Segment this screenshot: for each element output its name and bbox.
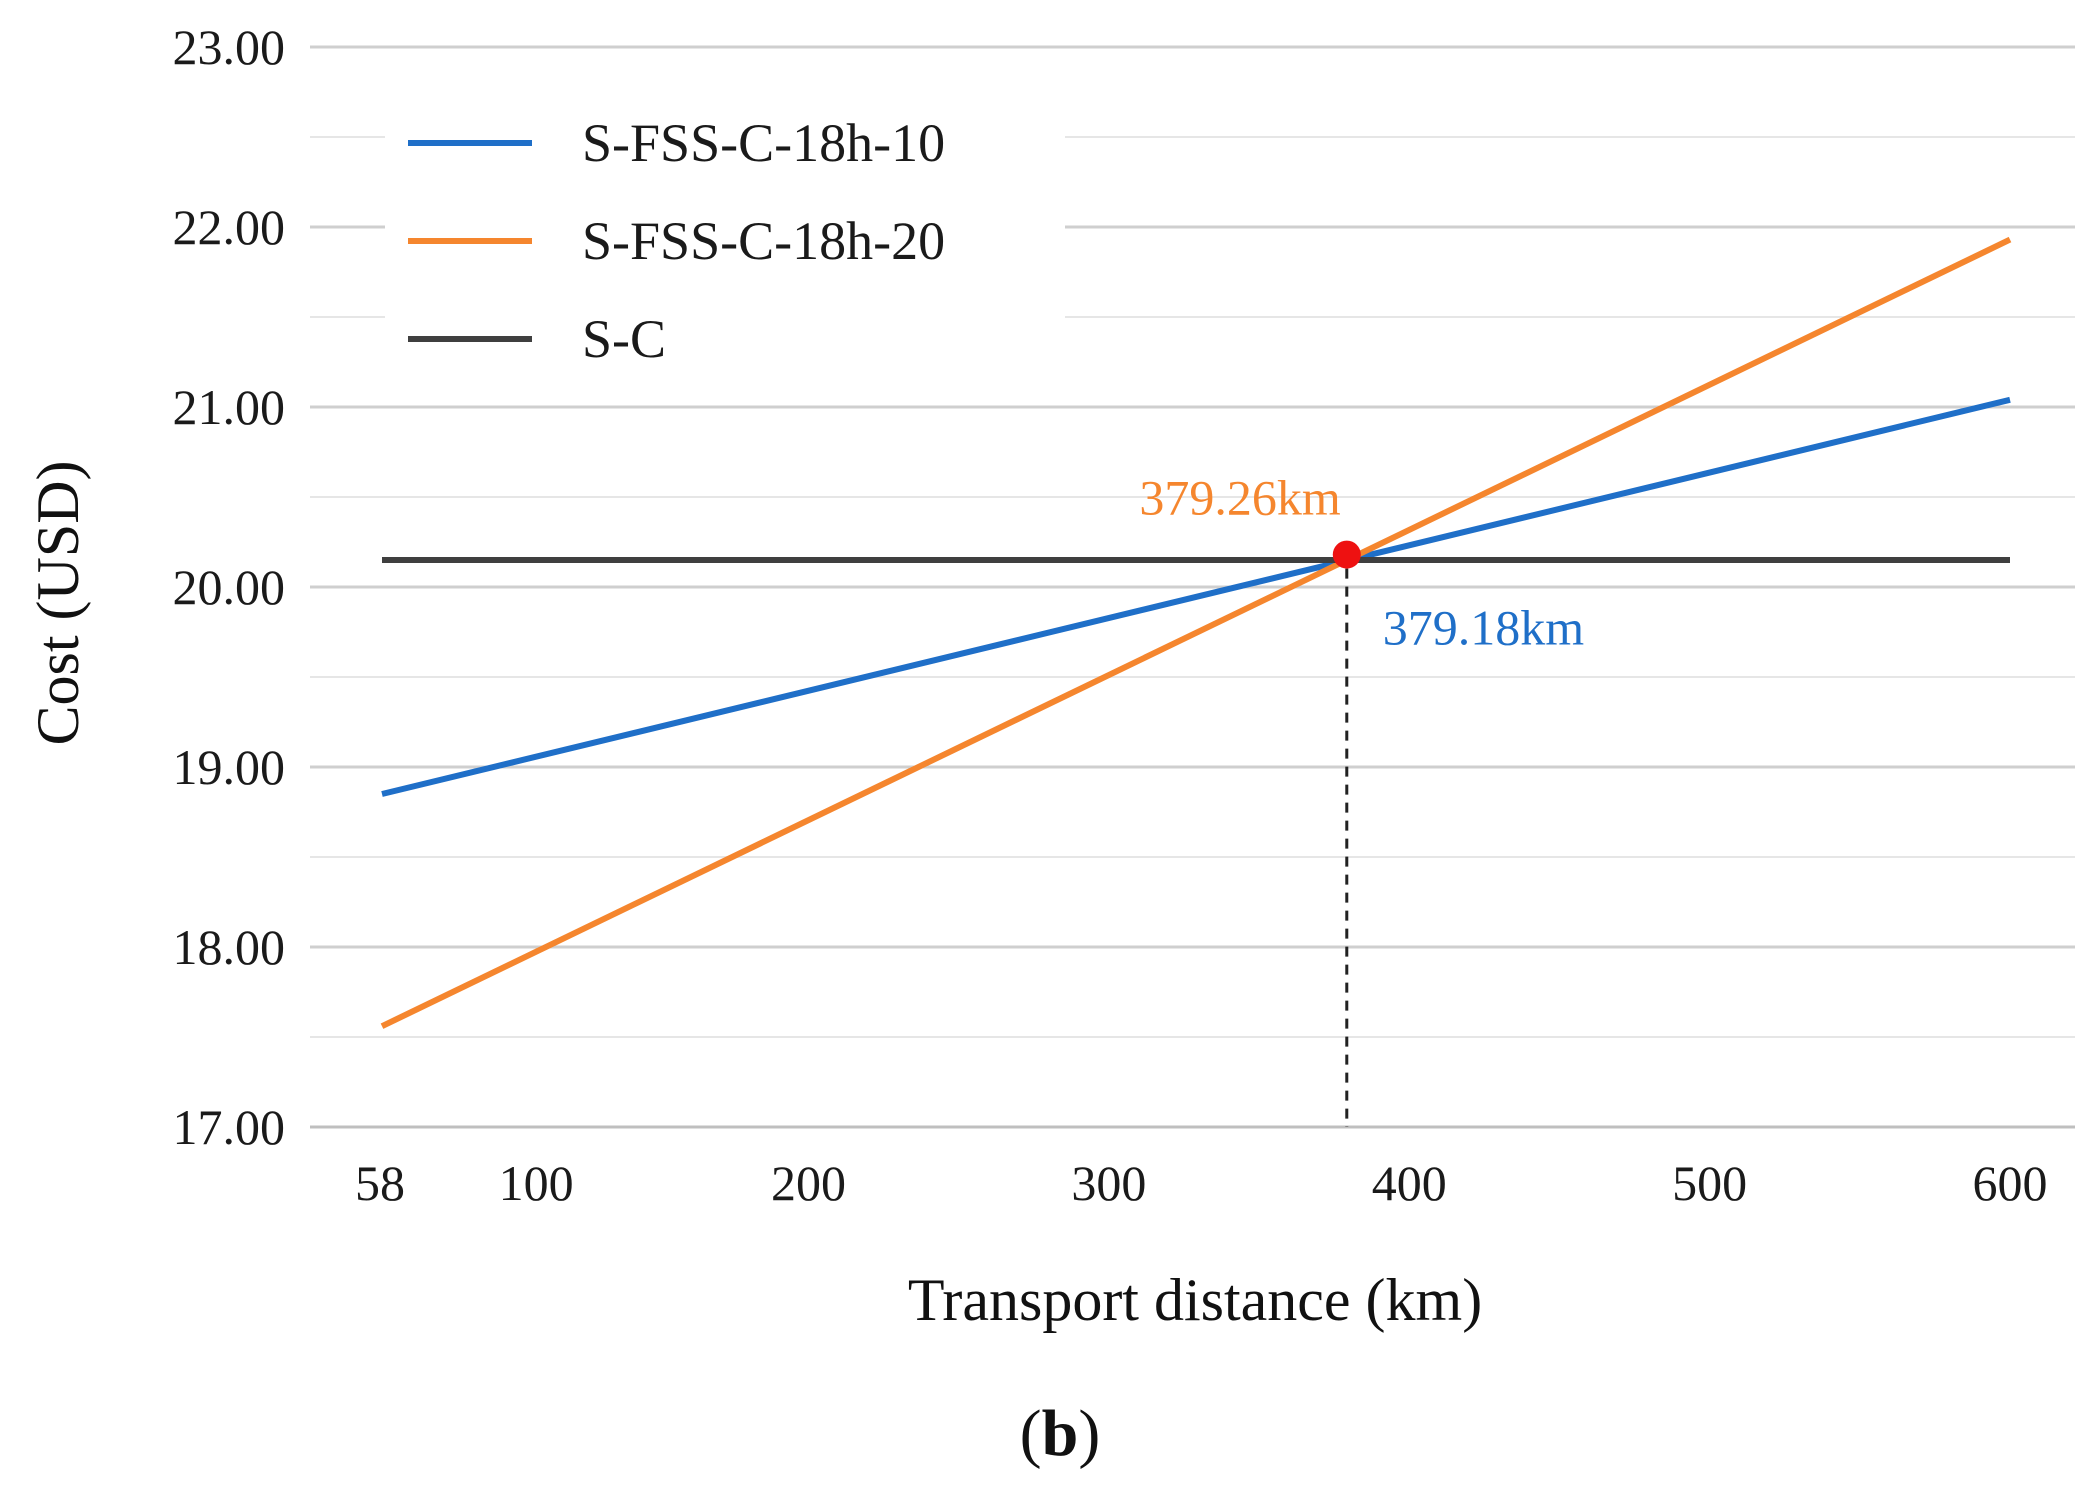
y-tick-label: 19.00 <box>173 739 286 795</box>
panel-label-letter: b <box>1042 1397 1079 1470</box>
x-axis-title: Transport distance (km) <box>908 1267 1482 1333</box>
series-line-1 <box>381 396 2011 797</box>
y-tick-label: 18.00 <box>173 919 286 975</box>
y-tick-label: 23.00 <box>173 19 286 75</box>
y-tick-label: 17.00 <box>173 1099 286 1155</box>
series-line-2 <box>380 236 2012 1029</box>
x-tick-label: 300 <box>1071 1155 1146 1211</box>
x-tick-label: 600 <box>1973 1155 2048 1211</box>
y-tick-label: 22.00 <box>173 199 286 255</box>
x-tick-label: 100 <box>499 1155 574 1211</box>
legend-background <box>385 105 1065 390</box>
y-tick-label: 21.00 <box>173 379 286 435</box>
x-tick-label: 58 <box>355 1155 405 1211</box>
legend-label-1: S-FSS-C-18h-10 <box>582 113 945 173</box>
panel-label: (b) <box>1020 1397 1101 1470</box>
x-tick-label: 500 <box>1672 1155 1747 1211</box>
legend-label-2: S-FSS-C-18h-20 <box>582 211 945 271</box>
legend-label-3: S-C <box>582 309 666 369</box>
annotation-label-orange: 379.26km <box>1139 470 1341 526</box>
y-axis-title: Cost (USD) <box>25 460 91 745</box>
annotation-label-blue: 379.18km <box>1383 600 1585 656</box>
series-lines <box>380 236 2012 1029</box>
x-tick-label: 200 <box>771 1155 846 1211</box>
legend: S-FSS-C-18h-10 S-FSS-C-18h-20 S-C <box>385 105 1065 390</box>
intersection-marker <box>1332 540 1361 569</box>
x-tick-label: 400 <box>1372 1155 1447 1211</box>
y-tick-label: 20.00 <box>173 559 286 615</box>
x-tick-labels: 58 100 200 300 400 500 600 <box>355 1155 2048 1211</box>
y-tick-labels: 17.00 18.00 19.00 20.00 21.00 22.00 23.00 <box>173 19 286 1155</box>
